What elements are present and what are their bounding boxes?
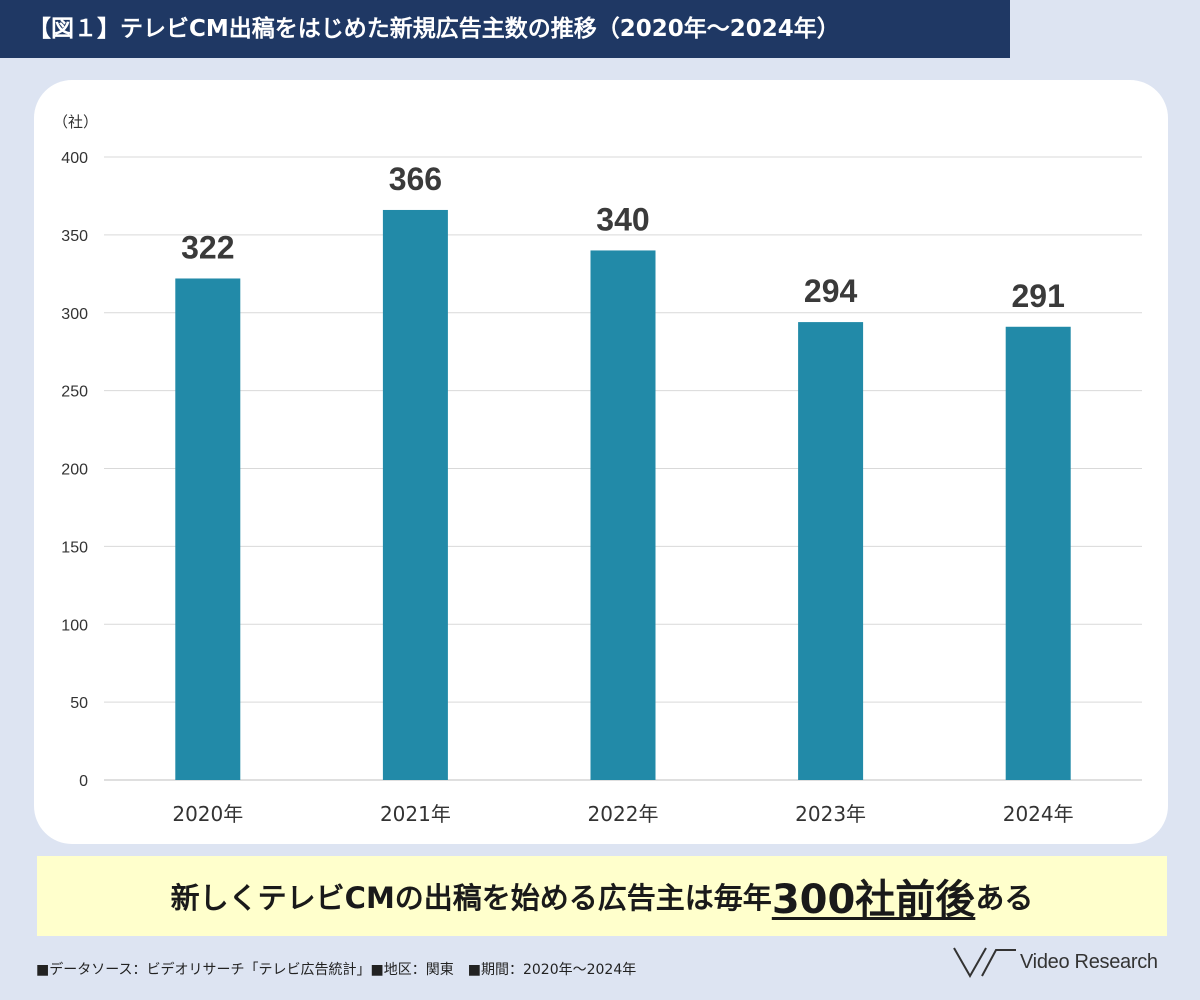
data-label: 366 xyxy=(389,161,442,197)
bar xyxy=(382,209,448,780)
bar xyxy=(590,250,656,780)
video-research-logo-icon xyxy=(953,947,1016,979)
x-tick-label: 2023年 xyxy=(795,802,866,826)
bar-chart: （社） 0 50 100 150 200 250 300 350 400 322 2020年 366 20… xyxy=(53,113,1142,826)
summary-prefix: 新しくテレビCMの出稿を始める広告主は毎年 xyxy=(170,881,772,915)
y-tick-label: 200 xyxy=(61,462,88,479)
data-label: 291 xyxy=(1012,278,1065,314)
data-source-note: ■データソース：ビデオリサーチ「テレビ広告統計」■地区：関東 ■期間：2020年… xyxy=(36,962,637,978)
y-tick-label: 0 xyxy=(79,773,88,790)
y-tick-label: 250 xyxy=(61,384,88,401)
chart-card: （社） 0 50 100 150 200 250 300 350 400 322 2020年 366 20… xyxy=(34,80,1168,844)
logo-text: Video Research xyxy=(1020,950,1158,973)
bar xyxy=(175,278,241,780)
bar xyxy=(798,322,864,780)
x-tick-label: 2024年 xyxy=(1003,802,1074,826)
video-research-logo: Video Research xyxy=(952,944,1158,980)
summary-emphasis: 300社前後 xyxy=(771,877,976,923)
data-label: 322 xyxy=(181,229,234,265)
bar xyxy=(1005,326,1071,780)
data-label: 340 xyxy=(596,201,649,237)
x-tick-label: 2020年 xyxy=(172,802,243,826)
data-label: 294 xyxy=(804,273,858,309)
y-tick-label: 400 xyxy=(61,150,88,167)
chart-title: 【図１】テレビCM出稿をはじめた新規広告主数の推移（2020年～2024年） xyxy=(0,0,1010,58)
y-tick-label: 100 xyxy=(61,617,88,634)
y-tick-label: 150 xyxy=(61,539,88,556)
y-tick-label: 50 xyxy=(70,695,88,712)
y-tick-label: 300 xyxy=(61,306,88,323)
summary-banner: 新しくテレビCMの出稿を始める広告主は毎年 300社前後 ある xyxy=(37,856,1167,936)
x-tick-label: 2021年 xyxy=(380,802,451,826)
x-tick-label: 2022年 xyxy=(588,802,659,826)
y-axis-unit-label: （社） xyxy=(53,113,98,131)
y-tick-label: 350 xyxy=(61,228,88,245)
summary-suffix: ある xyxy=(975,881,1034,915)
